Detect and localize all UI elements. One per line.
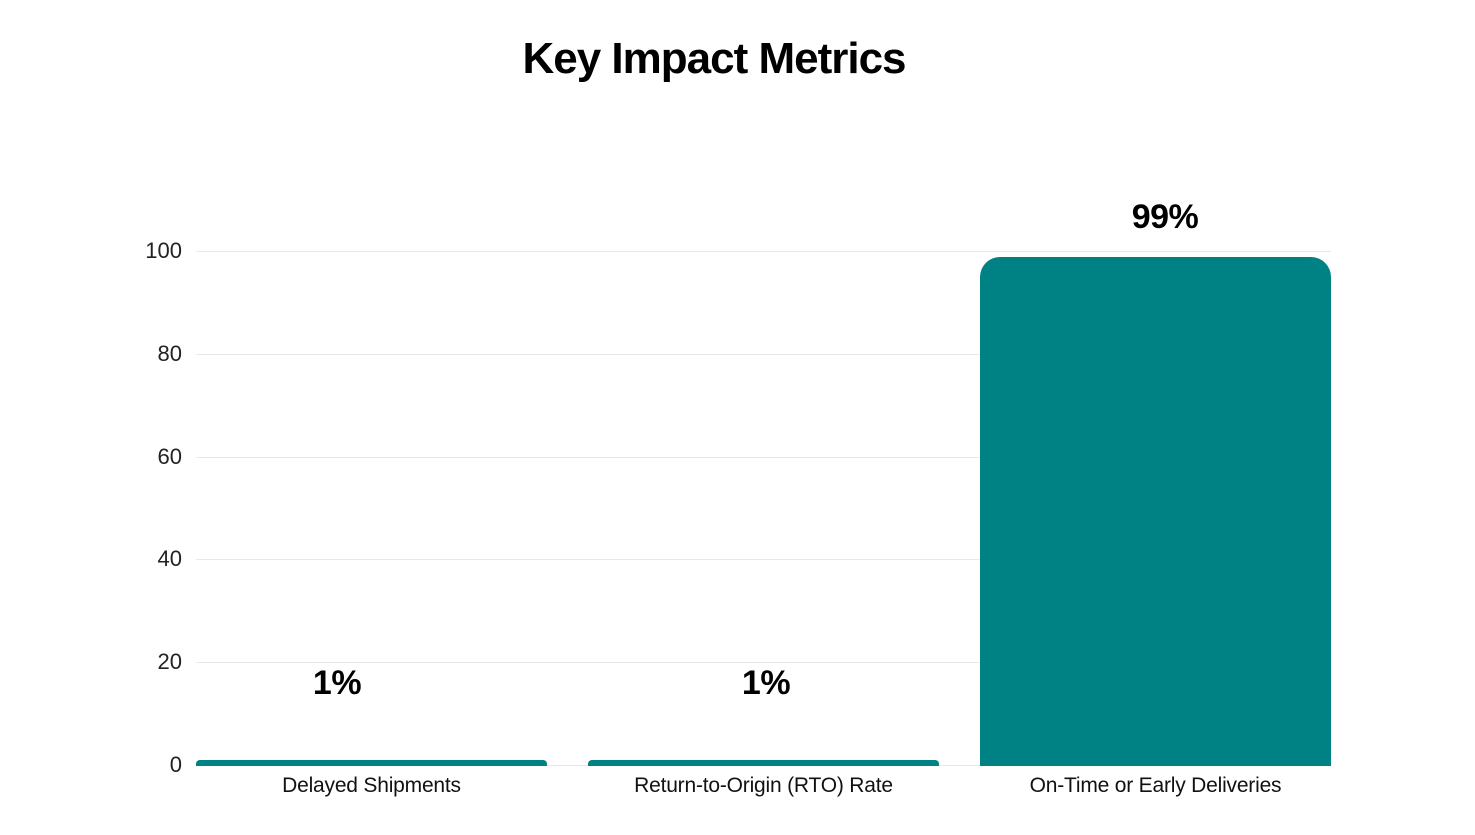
y-axis-tick-label: 80 [157,340,182,366]
bar-delayed-shipments [196,760,547,766]
gridline-40 [196,559,1331,561]
x-axis-category-label-return-to-origin-rto-rate: Return-to-Origin (RTO) Rate [634,774,893,797]
y-axis-tick-label: 100 [145,238,182,263]
bar-on-time-or-early-deliveries [980,257,1331,766]
bar-value-label-on-time-or-early-deliveries: 99% [1131,198,1199,236]
x-axis-category-label-delayed-shipments: Delayed Shipments [282,774,461,797]
bar-value-label-return-to-origin-rto-rate: 1% [741,664,791,702]
y-axis-tick-label: 0 [169,752,182,777]
gridline-100 [196,251,1331,252]
gridline-60 [196,456,1331,458]
y-axis-tick-label: 60 [157,443,182,469]
bar-return-to-origin-rto-rate [588,760,939,766]
gridline-80 [196,353,1331,355]
bar-value-label-delayed-shipments: 1% [312,664,362,702]
x-axis-category-label-on-time-or-early-deliveries: On-Time or Early Deliveries [1029,774,1282,797]
chart-title: Key Impact Metrics [522,34,906,83]
y-axis-tick-label: 40 [157,546,182,572]
gridline-20 [196,662,1331,664]
y-axis-tick-label: 20 [157,649,182,675]
